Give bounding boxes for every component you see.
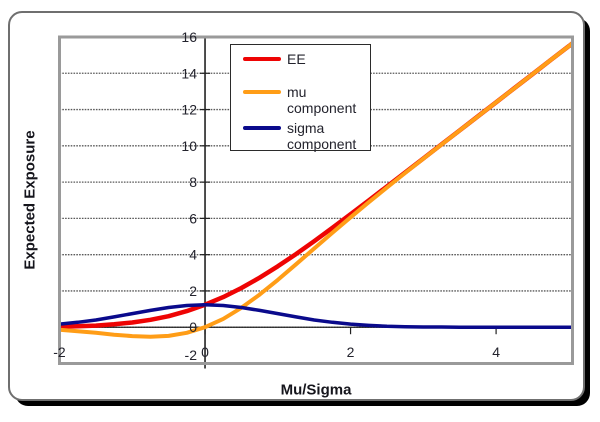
- y-tick-label: 10: [181, 138, 197, 154]
- series-line-sigma-component: [59, 302, 573, 329]
- legend-item: sigma component: [243, 120, 364, 152]
- x-tick-label: 0: [201, 344, 209, 360]
- plot-border-rect: [58, 35, 574, 365]
- legend-item: mu component: [243, 84, 364, 116]
- y-tick-label: 14: [181, 65, 197, 81]
- y-tick-label: -2: [185, 347, 198, 363]
- legend-item: EE: [243, 51, 364, 67]
- y-tick-label: 16: [181, 29, 197, 45]
- data-series: [59, 40, 573, 339]
- y-tick-label: 6: [189, 210, 197, 226]
- y-tick-label: 8: [189, 174, 197, 190]
- x-axis-title: Mu/Sigma: [280, 381, 352, 399]
- legend-line-sample: [243, 57, 281, 61]
- y-axis-title: Expected Exposure: [21, 130, 39, 270]
- plot-border: [58, 35, 574, 365]
- legend-label: mu component: [287, 84, 357, 116]
- legend-label: EE: [287, 51, 306, 67]
- y-tick-label: 4: [189, 247, 197, 263]
- y-tick-label: 12: [181, 102, 197, 118]
- legend-label: sigma component: [287, 120, 357, 152]
- x-tick-label: -2: [53, 344, 66, 360]
- legend-line-sample: [243, 126, 281, 130]
- y-tick-label: 0: [189, 319, 197, 335]
- legend: EE mu component sigma component: [230, 44, 371, 152]
- y-tick-label: 2: [189, 283, 197, 299]
- series-line-mu-component: [59, 41, 573, 339]
- x-tick-label: 4: [492, 344, 500, 360]
- x-tick-label: 2: [347, 344, 355, 360]
- legend-line-sample: [243, 90, 281, 94]
